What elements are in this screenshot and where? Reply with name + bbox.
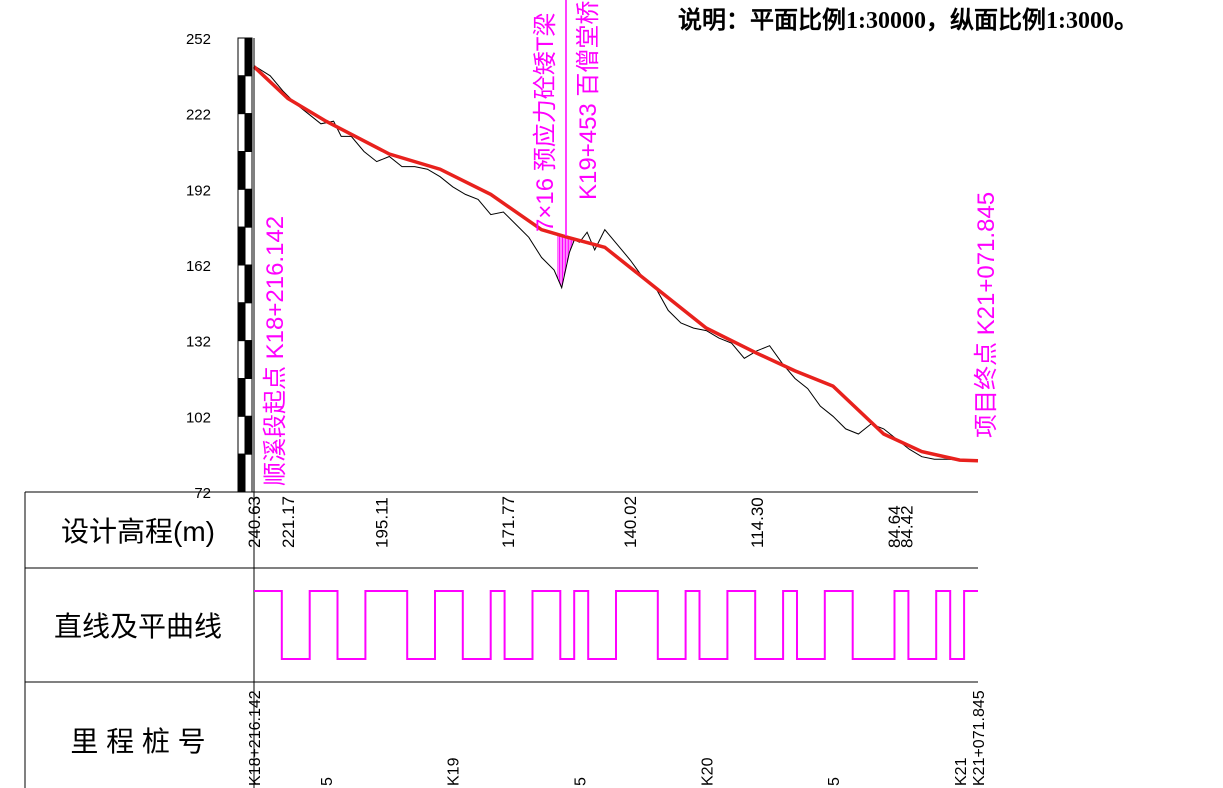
design-elevation-label: 221.17: [279, 496, 298, 548]
design-elevation-label: 140.02: [621, 496, 640, 548]
station-label: K20: [699, 757, 716, 786]
scale-bar-segment-left: [237, 302, 246, 342]
scale-bar-segment-left: [237, 415, 246, 455]
station-label: K18+216.142: [247, 690, 264, 786]
scale-bar-segment-left: [237, 151, 246, 190]
station-labels: K18+216.142 5 K19 5 K20 5 K21 K21+071.845: [247, 690, 988, 786]
design-elevation-label: 240.63: [245, 496, 264, 548]
scale-bar-segment-left: [237, 264, 246, 304]
row-label-stationing: 里 程 桩 号: [70, 726, 205, 757]
scale-bar-segment-left: [237, 226, 246, 266]
elevation-tick-labels: 252 222 192 162 132 102 72: [186, 31, 211, 502]
y-tick-label: 192: [186, 182, 211, 199]
y-tick-label: 252: [186, 31, 211, 48]
scale-bar-segment-left: [237, 340, 246, 379]
scale-bar-segment-left: [237, 37, 246, 77]
elevation-scale-bar: [237, 37, 253, 493]
design-line: [252, 65, 979, 463]
scale-bar-segment-right: [244, 113, 253, 152]
scale-bar-segment-right: [244, 151, 253, 190]
station-label: 5: [573, 777, 590, 786]
end-label: 项目终点 K21+071.845: [973, 192, 1000, 438]
design-elevation-label: 84.42: [898, 505, 917, 548]
row-label-alignment: 直线及平曲线: [54, 611, 222, 642]
scale-bar-segment-right: [244, 302, 253, 342]
scale-bar-segment-right: [244, 37, 253, 77]
y-tick-label: 72: [194, 485, 211, 502]
station-label: K19: [446, 757, 463, 786]
station-label: 5: [826, 777, 843, 786]
scale-bar-segment-right: [244, 188, 253, 228]
bridge-label-line2: K19+453 百僧堂桥: [575, 1, 602, 200]
design-elevation-label: 195.11: [373, 497, 392, 548]
scale-bar-segment-right: [244, 226, 253, 266]
y-tick-label: 162: [186, 258, 211, 275]
scale-note: 说明：平面比例1:30000，纵面比例1:3000。: [678, 6, 1138, 34]
scale-bar-segment-right: [244, 75, 253, 115]
scale-bar-segment-right: [244, 264, 253, 304]
y-tick-label: 102: [186, 409, 211, 426]
scale-bar-segment-right: [244, 453, 253, 493]
design-elevation-labels: 240.63 221.17 195.11 171.77 140.02 114.30 84.6…: [245, 496, 917, 548]
scale-bar-segment-left: [237, 75, 246, 115]
scale-bar-segment-right: [244, 340, 253, 379]
y-tick-label: 222: [186, 107, 211, 124]
station-label: 5: [319, 777, 336, 786]
profile-table: 设计高程(m) 直线及平曲线 里 程 桩 号: [24, 491, 978, 788]
ground-line: [253, 65, 979, 462]
scale-bar-segment-left: [237, 188, 246, 228]
design-elevation-label: 114.30: [748, 497, 767, 548]
scale-bar-segment-left: [237, 378, 246, 417]
scale-bar-segment-left: [237, 453, 246, 493]
design-elevation-label: 171.77: [499, 496, 518, 548]
station-label: K21: [953, 757, 970, 786]
start-label: 顺溪段起点 K18+216.142: [262, 216, 289, 486]
alignment-curve-line: [254, 590, 978, 660]
scale-bar-segment-left: [237, 113, 246, 152]
row-label-design-elevation: 设计高程(m): [61, 516, 215, 547]
y-tick-label: 132: [186, 334, 211, 351]
bridge-label-line1: 7×16 预应力砼矮T梁: [532, 13, 559, 232]
scale-bar-segment-right: [244, 415, 253, 455]
design-elevation-label: 84.64: [885, 505, 904, 548]
station-label: K21+071.845: [971, 690, 988, 786]
scale-bar-segment-right: [244, 378, 253, 417]
